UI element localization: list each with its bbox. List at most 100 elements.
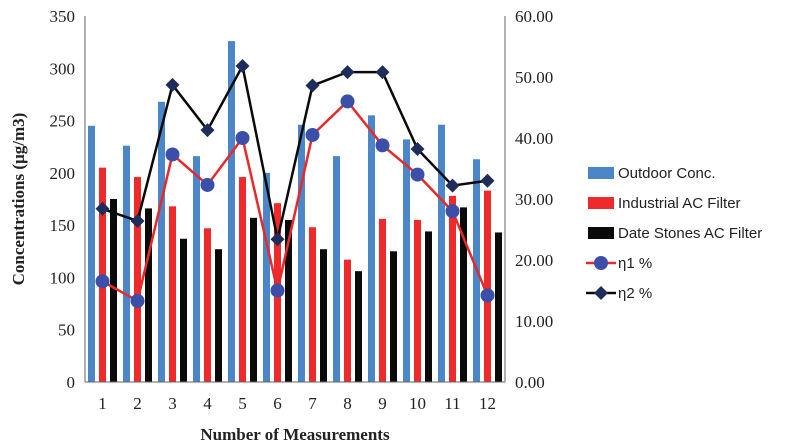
point-eta2-3 [165,77,180,92]
y2-tick-label: 0.00 [515,373,545,392]
x-tick-label: 3 [168,394,177,413]
bar-industrial-ac-filter-8 [344,259,351,382]
point-eta1-6 [270,283,285,298]
bar-industrial-ac-filter-5 [239,177,246,382]
y2-tick-label: 40.00 [515,129,553,148]
legend-swatch [588,197,614,209]
y2-tick-label: 20.00 [515,251,553,270]
point-eta2-7 [305,78,320,93]
bar-industrial-ac-filter-10 [414,219,421,382]
legend-marker [594,256,608,270]
x-tick-label: 9 [378,394,387,413]
point-eta2-2 [130,213,145,228]
point-eta2-10 [410,141,425,156]
y-tick-label: 150 [50,216,76,235]
point-eta2-6 [270,232,285,247]
y-tick-label: 250 [50,112,76,131]
x-tick-label: 5 [238,394,247,413]
bar-industrial-ac-filter-12 [484,190,491,382]
bar-date-stones-ac-filter-5 [250,217,257,382]
bar-date-stones-ac-filter-4 [215,249,222,382]
bar-outdoor-conc-9 [368,115,375,382]
line-eta1 [101,99,489,303]
y-tick-label: 100 [50,268,76,287]
point-eta1-3 [165,147,180,162]
point-eta2-4 [200,123,215,138]
x-tick-label: 11 [444,394,460,413]
bar-outdoor-conc-6 [263,172,270,382]
x-tick-label: 10 [409,394,426,413]
bar-date-stones-ac-filter-2 [145,208,152,382]
x-tick-label: 4 [203,394,212,413]
point-eta2-12 [480,173,495,188]
point-eta2-9 [375,65,390,80]
lines-layer [95,59,495,308]
bar-date-stones-ac-filter-12 [495,232,502,382]
bar-outdoor-conc-3 [158,101,165,383]
point-eta2-5 [235,59,250,74]
y2-tick-label: 60.00 [515,7,553,26]
y-tick-label: 0 [67,373,76,392]
bar-industrial-ac-filter-2 [134,177,141,382]
legend-label: Outdoor Conc. [618,165,716,182]
y-tick-label: 350 [50,7,76,26]
point-eta1-2 [130,293,145,308]
bar-outdoor-conc-2 [123,145,130,382]
point-eta1-4 [200,177,215,192]
legend-label: Industrial AC Filter [618,195,741,212]
legend-label: η2 % [618,285,652,302]
point-eta1-1 [95,274,110,289]
y2-tick-label: 50.00 [515,68,553,87]
x-axis-title: Number of Measurements [200,425,390,444]
point-eta1-8 [340,94,355,109]
y2-tick-label: 10.00 [515,312,553,331]
legend: Outdoor Conc. Industrial AC Filter Date St… [586,165,762,302]
bar-industrial-ac-filter-3 [169,206,176,382]
y-tick-label: 50 [58,321,75,340]
ticks-layer: 0 50 100 150 200 250 300 350 0.00 10.00 20.00 30.00… [50,7,554,413]
bar-outdoor-conc-8 [333,156,340,382]
legend-label: η1 % [618,255,652,272]
y-tick-label: 200 [50,164,76,183]
x-tick-label: 2 [133,394,142,413]
bar-outdoor-conc-7 [298,124,305,383]
y-tick-label: 300 [50,59,76,78]
point-eta2-8 [340,65,355,80]
bar-date-stones-ac-filter-9 [390,251,397,382]
point-eta2-11 [445,178,460,193]
bar-date-stones-ac-filter-8 [355,271,362,382]
legend-swatch [588,227,614,239]
point-eta1-11 [445,204,460,219]
bar-industrial-ac-filter-7 [309,227,316,382]
bar-date-stones-ac-filter-3 [180,238,187,382]
bar-date-stones-ac-filter-11 [460,207,467,382]
x-tick-label: 7 [308,394,317,413]
bar-outdoor-conc-1 [88,125,95,383]
bar-date-stones-ac-filter-7 [320,249,327,382]
bar-outdoor-conc-5 [228,41,235,383]
legend-swatch [588,167,614,179]
line-eta2 [102,62,488,240]
legend-marker [594,286,608,300]
bar-outdoor-conc-4 [193,156,200,382]
x-tick-label: 8 [343,394,352,413]
point-eta1-9 [375,138,390,153]
bar-date-stones-ac-filter-1 [110,199,117,382]
bar-date-stones-ac-filter-10 [425,231,432,382]
axes-layer [84,16,506,383]
bar-outdoor-conc-11 [438,124,445,383]
x-tick-label: 12 [479,394,496,413]
bar-date-stones-ac-filter-6 [285,219,292,382]
y2-tick-label: 30.00 [515,190,553,209]
y-axis-title: Concentrations (µg/m3) [9,113,28,286]
bars-layer [88,41,502,383]
point-eta1-12 [480,288,495,303]
x-tick-label: 6 [273,394,282,413]
point-eta2-1 [95,201,110,216]
point-eta1-5 [235,131,250,145]
legend-label: Date Stones AC Filter [618,225,762,242]
bar-outdoor-conc-10 [403,139,410,382]
bar-industrial-ac-filter-4 [204,228,211,382]
bar-industrial-ac-filter-11 [449,195,456,382]
